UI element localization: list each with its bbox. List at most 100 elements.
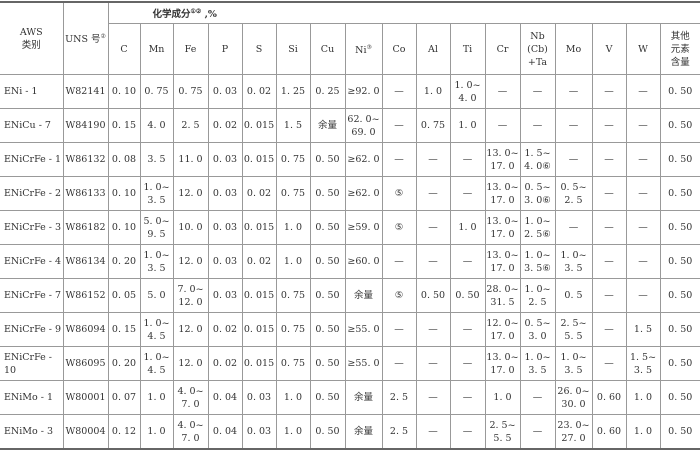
header-col-label: 其他 元素 含量	[670, 30, 690, 68]
value-cell: 4. 0	[139, 108, 174, 143]
value-cell: 0. 02	[241, 176, 277, 211]
value-cell: 0. 03	[207, 176, 243, 211]
value-cell: —	[381, 312, 417, 347]
header-col-11: Cr	[484, 23, 521, 75]
header-col-16: 其他 元素 含量	[659, 23, 700, 75]
value-cell: 余量	[344, 278, 383, 313]
value-cell: 4. 0~ 7. 0	[172, 414, 209, 450]
value-cell: —	[591, 142, 627, 177]
table-row: ENiCrFe - 9 W86094 0. 15 1. 0~ 4. 5 12. 0 0. …	[0, 312, 700, 347]
value-cell: 0. 015	[241, 278, 277, 313]
value-cell: 1. 0~ 4. 0	[449, 74, 486, 109]
value-cell: —	[554, 142, 593, 177]
value-cell: 0. 015	[241, 142, 277, 177]
header-col-label: V	[605, 43, 613, 55]
footnote-mark: ②	[100, 33, 106, 41]
uns-cell: W86134	[62, 244, 109, 279]
value-cell: 1. 25	[275, 74, 311, 109]
value-cell: 13. 0~ 17. 0	[484, 142, 521, 177]
value-cell: 12. 0	[172, 312, 209, 347]
value-cell: 0. 015	[241, 108, 277, 143]
value-cell: 1. 0~ 2. 5⑥	[519, 210, 556, 245]
value-cell: 1. 0	[139, 414, 174, 450]
value-cell: 0. 04	[207, 380, 243, 415]
value-cell: 12. 0	[172, 244, 209, 279]
value-cell: —	[415, 176, 451, 211]
value-cell: —	[484, 108, 521, 143]
value-cell: —	[449, 312, 486, 347]
value-cell: ≥59. 0	[344, 210, 383, 245]
value-cell: 0. 50	[449, 278, 486, 313]
value-cell: 0. 015	[241, 346, 277, 381]
value-cell: 0. 75	[172, 74, 209, 109]
aws-class-cell: ENiCrFe - 9	[0, 312, 64, 347]
value-cell: —	[625, 176, 661, 211]
value-cell: 1. 0	[275, 414, 311, 450]
value-cell: 0. 03	[207, 278, 243, 313]
value-cell: 0. 50	[659, 176, 700, 211]
value-cell: 3. 5	[139, 142, 174, 177]
value-cell: ≥55. 0	[344, 312, 383, 347]
value-cell: —	[519, 74, 556, 109]
uns-cell: W86132	[62, 142, 109, 177]
value-cell: —	[591, 278, 627, 313]
value-cell: 0. 75	[139, 74, 174, 109]
header-col-label: Cr	[496, 43, 509, 55]
value-cell: 0. 75	[275, 312, 311, 347]
value-cell: —	[381, 142, 417, 177]
value-cell: 0. 50	[659, 414, 700, 450]
uns-cell: W86094	[62, 312, 109, 347]
value-cell: 1. 0~ 3. 5⑥	[519, 244, 556, 279]
value-cell: —	[554, 210, 593, 245]
value-cell: 0. 10	[107, 74, 141, 109]
header-col-label: Mn	[148, 43, 165, 55]
value-cell: 0. 50	[659, 312, 700, 347]
aws-class-cell: ENiCrFe - 4	[0, 244, 64, 279]
value-cell: —	[554, 74, 593, 109]
value-cell: 10. 0	[172, 210, 209, 245]
value-cell: 0. 50	[309, 346, 346, 381]
value-cell: 0. 50	[659, 142, 700, 177]
value-cell: 0. 50	[309, 210, 346, 245]
header-col-3: P	[207, 23, 243, 75]
value-cell: 2. 5	[381, 414, 417, 450]
value-cell: —	[591, 312, 627, 347]
value-cell: —	[381, 244, 417, 279]
value-cell: 0. 10	[107, 176, 141, 211]
value-cell: 0. 25	[309, 74, 346, 109]
value-cell: 0. 04	[207, 414, 243, 450]
header-col-10: Ti	[449, 23, 486, 75]
table-row: ENiCrFe - 4 W86134 0. 20 1. 0~ 3. 5 12. 0 0. …	[0, 244, 700, 279]
aws-class-cell: ENiCrFe - 7	[0, 278, 64, 313]
header-col-label: Mo	[565, 43, 582, 55]
value-cell: 0. 03	[207, 142, 243, 177]
header-col-1: Mn	[139, 23, 174, 75]
value-cell: —	[484, 74, 521, 109]
value-cell: 1. 5	[275, 108, 311, 143]
value-cell: —	[554, 108, 593, 143]
header-col-14: V	[591, 23, 627, 75]
value-cell: —	[625, 108, 661, 143]
value-cell: 2. 5	[381, 380, 417, 415]
value-cell: 0. 75	[275, 346, 311, 381]
value-cell: —	[449, 380, 486, 415]
value-cell: 0. 50	[659, 244, 700, 279]
value-cell: 0. 08	[107, 142, 141, 177]
value-cell: 0. 12	[107, 414, 141, 450]
value-cell: —	[415, 142, 451, 177]
value-cell: 13. 0~ 17. 0	[484, 244, 521, 279]
value-cell: —	[625, 244, 661, 279]
value-cell: 1. 5	[625, 312, 661, 347]
uns-cell: W84190	[62, 108, 109, 143]
value-cell: —	[591, 210, 627, 245]
value-cell: 1. 0	[415, 74, 451, 109]
group-label: 化学成分	[152, 9, 191, 21]
uns-cell: W86152	[62, 278, 109, 313]
value-cell: 26. 0~ 30. 0	[554, 380, 593, 415]
value-cell: 1. 0	[449, 210, 486, 245]
table-row: ENiCrFe - 10 W86095 0. 20 1. 0~ 4. 5 12. 0 0.…	[0, 346, 700, 381]
table-row: ENiCrFe - 3 W86182 0. 10 5. 0~ 9. 5 10. 0 0. …	[0, 210, 700, 245]
value-cell: 13. 0~ 17. 0	[484, 346, 521, 381]
header-col-label: S	[255, 43, 263, 55]
value-cell: 0. 02	[241, 244, 277, 279]
